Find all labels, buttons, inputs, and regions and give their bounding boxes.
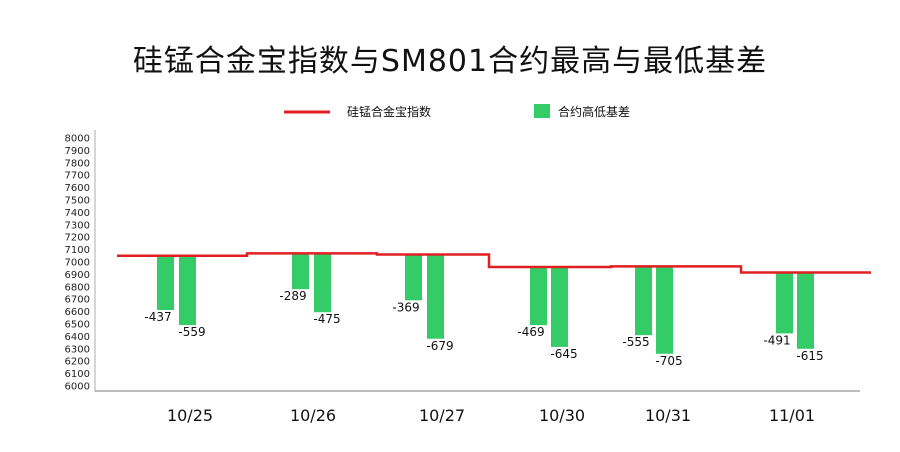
basis-bar-10-26-high [292,253,309,290]
index-step-line [117,252,871,274]
data-label: -615 [796,349,823,363]
data-label: -555 [622,335,649,349]
x-tick-label: 10/31 [645,406,691,425]
y-tick-label: 7100 [65,245,90,256]
data-label: -491 [763,333,790,347]
chart-title: 硅锰合金宝指数与SM801合约最高与最低基差 [132,44,768,79]
basis-bar-10-30-high [530,266,547,326]
y-tick-label: 6400 [65,332,90,343]
basis-bar-10-31-high [635,266,652,336]
y-tick-label: 6500 [65,320,90,331]
x-tick-label: 10/26 [290,406,336,425]
y-tick-label: 6200 [65,357,90,368]
legend-label-index: 硅锰合金宝指数 [347,104,431,119]
x-tick-label: 11/01 [769,406,815,425]
basis-bar-10-25-high [157,255,174,310]
y-tick-label: 7200 [65,233,90,244]
y-tick-label: 6100 [65,369,90,380]
y-tick-label: 6900 [65,270,90,281]
basis-bar-10-26-low [314,253,331,313]
x-tick-label: 10/27 [419,406,465,425]
basis-bar-11-01-low [797,272,814,349]
data-label: -559 [178,325,205,339]
y-tick-label: 6000 [65,382,90,393]
basis-bar-10-25-low [179,255,196,326]
data-label: -679 [426,339,453,353]
basis-bar-11-01-high [776,272,793,334]
legend: 硅锰合金宝指数 合约高低基差 [284,104,630,119]
data-label: -645 [550,347,577,361]
y-tick-label: 7600 [65,183,90,194]
y-tick-label: 7700 [65,171,90,182]
basis-bar-10-30-low [551,266,568,347]
data-label: -437 [144,310,171,324]
x-tick-label: 10/30 [539,406,585,425]
basis-bar-10-31-low [656,266,673,354]
legend-label-basis: 合约高低基差 [558,104,630,119]
y-tick-label: 6300 [65,344,90,355]
y-tick-label: 6800 [65,282,90,293]
y-tick-label: 7400 [65,208,90,219]
y-tick-label: 7900 [65,146,90,157]
basis-bar-10-27-low [427,254,444,339]
data-label: -705 [655,354,682,368]
y-tick-label: 8000 [65,134,90,145]
y-tick-label: 6700 [65,295,90,306]
y-tick-label: 7300 [65,220,90,231]
y-tick-label: 6600 [65,307,90,318]
x-tick-label: 10/25 [167,406,213,425]
y-tick-label: 7000 [65,258,90,269]
data-label: -475 [313,312,340,326]
y-tick-label: 7800 [65,158,90,169]
data-label: -469 [517,325,544,339]
y-tick-label: 7500 [65,196,90,207]
data-label: -369 [392,300,419,314]
basis-bar-10-27-high [405,254,422,301]
legend-bar-swatch [534,104,550,118]
data-label: -289 [279,289,306,303]
